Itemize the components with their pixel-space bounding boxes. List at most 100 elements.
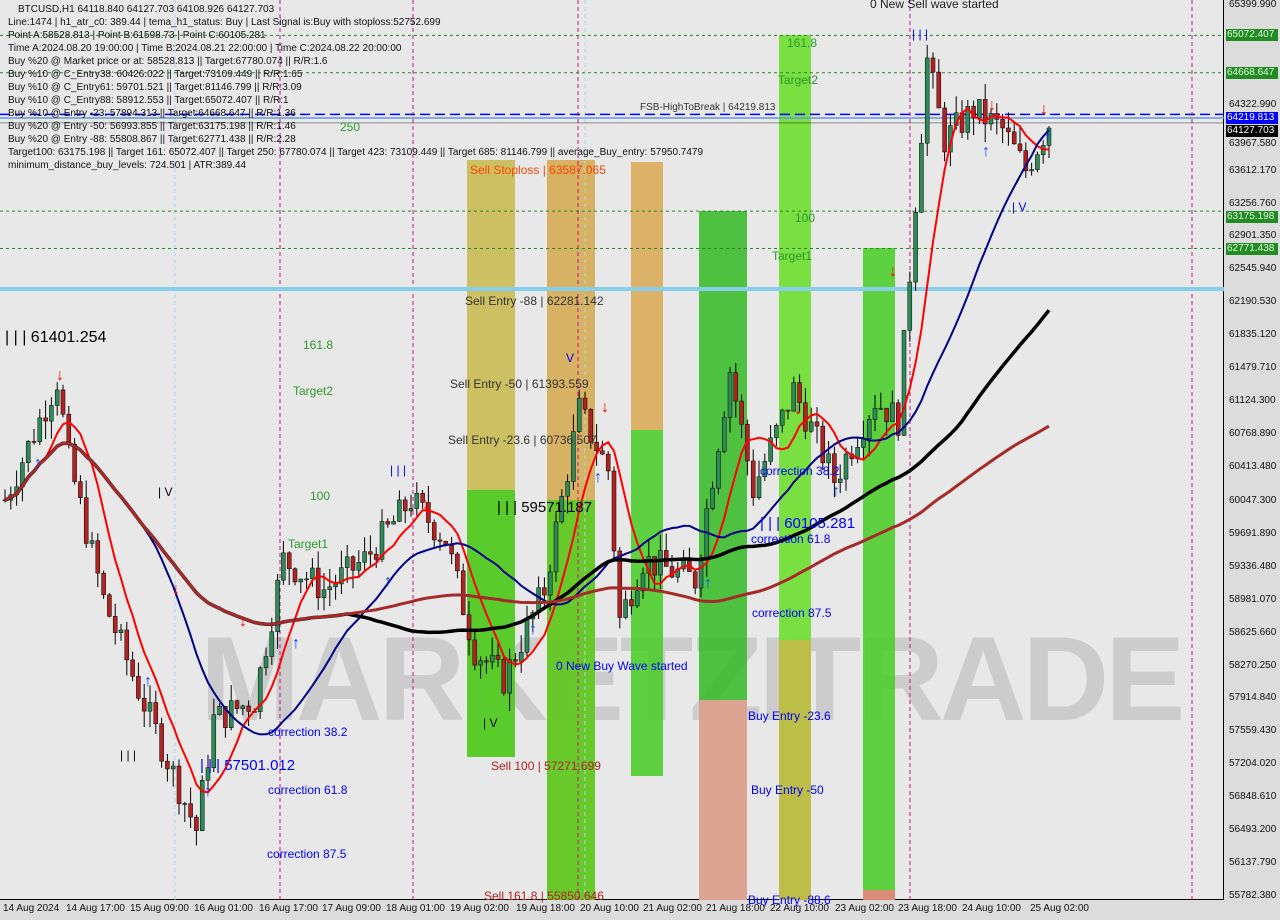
- buy-arrow-icon: ↑: [832, 483, 840, 500]
- chart-annotation: Target2: [293, 384, 334, 398]
- x-tick-label: 16 Aug 01:00: [194, 903, 253, 914]
- sell-arrow-icon: ↓: [988, 97, 996, 114]
- candle: [814, 421, 820, 427]
- candle: [83, 497, 89, 544]
- candle: [420, 493, 425, 503]
- price-tag: 65072.407: [1226, 29, 1278, 42]
- candle: [623, 599, 628, 618]
- candle: [472, 639, 478, 666]
- chart-annotation: | V: [483, 716, 498, 730]
- candle: [576, 397, 582, 432]
- chart-plot-area[interactable]: MARKETZITRADE ↑ ↑ ↑ ↑ ↑ ↑ ↑ ↑ ↑ ↑ ↑ ↓ ↓ ↓ ↓ ↓ ↓ ↓ ↓ ↓ BTCUS…: [0, 0, 1224, 907]
- candle: [774, 425, 779, 439]
- candle: [31, 441, 37, 443]
- chart-annotation: 100: [795, 211, 816, 225]
- chart-annotation: Buy Entry -50: [751, 783, 824, 797]
- info-line: Buy %10 @ C_Entry61: 59701.521 || Target…: [8, 82, 302, 93]
- candle: [124, 629, 130, 661]
- chart-svg: ↑ ↑ ↑ ↑ ↑ ↑ ↑ ↑ ↑ ↑ ↑ ↓ ↓ ↓ ↓ ↓ ↓ ↓ ↓ ↓: [0, 0, 1224, 900]
- y-tick-label: 62901.350: [1229, 230, 1277, 242]
- candle: [605, 453, 611, 472]
- info-line: minimum_distance_buy_levels: 724.501 | A…: [8, 160, 247, 171]
- candle: [878, 407, 884, 410]
- y-tick-label: 64322.990: [1229, 98, 1277, 110]
- moving-average-line: [4, 424, 1050, 626]
- candle: [89, 540, 95, 544]
- chart-annotation: correction 61.8: [751, 532, 831, 546]
- chart-annotation: 250: [340, 120, 361, 134]
- candle: [66, 414, 72, 445]
- candle: [942, 107, 947, 153]
- chart-annotation: V: [566, 351, 575, 365]
- candle: [112, 616, 118, 633]
- candle: [141, 698, 147, 712]
- candle: [797, 382, 802, 404]
- x-tick-label: 14 Aug 17:00: [66, 903, 125, 914]
- candle: [54, 389, 60, 406]
- chart-annotation: | | | 57501.012: [200, 757, 296, 774]
- candle: [373, 553, 379, 560]
- candle: [565, 481, 570, 497]
- candle: [402, 499, 408, 512]
- candle: [808, 421, 814, 432]
- candle: [310, 567, 315, 580]
- candle: [640, 572, 646, 592]
- buy-arrow-icon: ↑: [704, 575, 712, 592]
- candle: [153, 702, 159, 724]
- candle: [756, 476, 762, 498]
- sell-arrow-icon: ↓: [172, 581, 180, 598]
- chart-annotation: | | |: [390, 463, 407, 477]
- candle: [658, 550, 663, 576]
- candle: [791, 382, 797, 412]
- x-tick-label: 17 Aug 09:00: [322, 903, 381, 914]
- candle: [803, 402, 808, 432]
- candle: [1000, 119, 1005, 129]
- candle: [861, 438, 866, 448]
- candle: [1046, 127, 1052, 146]
- candle: [750, 460, 756, 498]
- chart-annotation: 161.8: [303, 338, 334, 352]
- candle: [147, 702, 153, 712]
- candle: [692, 571, 698, 589]
- candle: [965, 106, 971, 133]
- candle: [629, 599, 634, 607]
- info-line: Buy %10 @ C_Entry88: 58912.553 || Target…: [8, 95, 289, 106]
- price-tag: 64668.647: [1226, 66, 1278, 79]
- y-tick-label: 56848.610: [1229, 791, 1277, 803]
- chart-annotation: 100: [310, 489, 331, 503]
- candle: [136, 676, 141, 699]
- zone-bar: [863, 890, 895, 900]
- candle: [217, 706, 222, 715]
- candle: [455, 553, 460, 572]
- price-tag: 62771.438: [1226, 243, 1278, 256]
- y-tick-label: 61124.300: [1229, 395, 1276, 407]
- candle: [559, 495, 565, 523]
- chart-annotation: Sell 161.8 | 55850.646: [484, 889, 604, 903]
- y-tick-label: 58981.070: [1229, 593, 1277, 605]
- candle: [518, 651, 524, 662]
- candle: [321, 589, 327, 599]
- candle: [292, 568, 298, 583]
- candle: [333, 583, 338, 588]
- candle: [431, 522, 437, 541]
- chart-annotation: correction 61.8: [268, 783, 348, 797]
- sell-arrow-icon: ↓: [56, 367, 64, 384]
- candle: [866, 419, 872, 440]
- candle: [304, 578, 309, 581]
- buy-arrow-icon: ↑: [204, 783, 212, 800]
- candle: [727, 372, 733, 418]
- x-tick-label: 23 Aug 02:00: [835, 903, 894, 914]
- y-tick-label: 62190.530: [1229, 296, 1277, 308]
- y-tick-label: 60768.890: [1229, 428, 1277, 440]
- sell-arrow-icon: ↓: [1040, 101, 1048, 118]
- candle: [594, 441, 599, 452]
- buy-arrow-icon: ↑: [292, 635, 300, 652]
- candle: [165, 760, 170, 770]
- candle: [588, 408, 594, 443]
- candle: [936, 71, 942, 109]
- candle: [159, 723, 164, 762]
- candle: [507, 659, 512, 694]
- y-tick-label: 58625.660: [1229, 626, 1277, 638]
- candle: [617, 550, 623, 618]
- y-tick-label: 62545.940: [1229, 263, 1277, 275]
